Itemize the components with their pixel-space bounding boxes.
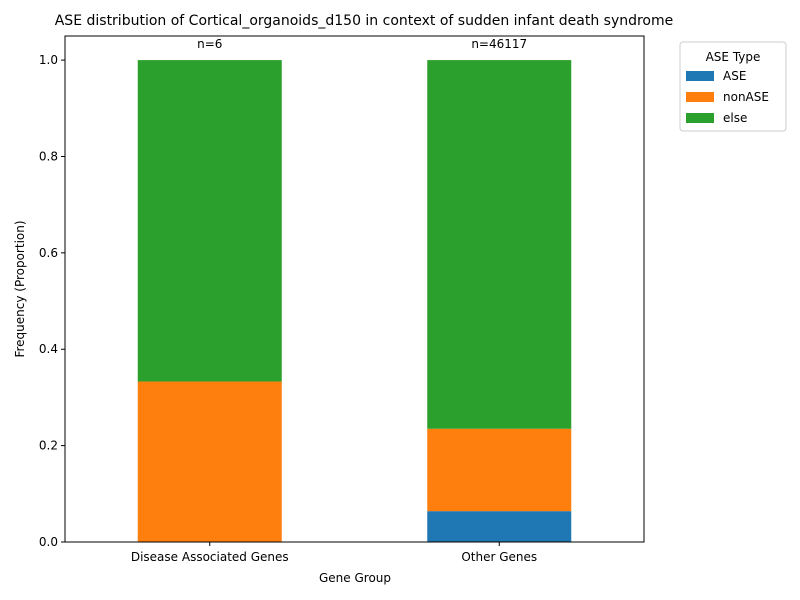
legend-swatch-nonASE xyxy=(686,92,714,102)
y-tick-label: 0.4 xyxy=(39,342,58,356)
legend-items: ASE nonASE else xyxy=(686,69,769,125)
legend-title: ASE Type xyxy=(706,50,761,64)
chart-title: ASE distribution of Cortical_organoids_d… xyxy=(55,13,674,29)
x-axis-label: Gene Group xyxy=(319,571,391,585)
count-annotation: n=46117 xyxy=(471,37,527,51)
legend-label-ASE: ASE xyxy=(723,69,746,83)
count-annotation: n=6 xyxy=(197,37,222,51)
y-tick-label: 0.8 xyxy=(39,149,58,163)
legend-label-nonASE: nonASE xyxy=(723,90,769,104)
x-tick-label: Disease Associated Genes xyxy=(131,550,289,564)
bar-segment-nonASE xyxy=(137,381,282,542)
bar-segment-else xyxy=(427,60,572,429)
bar-segment-nonASE xyxy=(427,428,572,512)
legend-frame xyxy=(679,41,787,132)
y-tick-label: 0.6 xyxy=(39,246,58,260)
y-axis-label: Frequency (Proportion) xyxy=(13,220,27,357)
bar-segment-else xyxy=(137,60,282,382)
plot-frame xyxy=(64,35,645,543)
legend-swatch-else xyxy=(686,113,714,123)
legend-swatch-ASE xyxy=(686,71,714,81)
y-tick-label: 0.2 xyxy=(39,439,58,453)
legend-label-else: else xyxy=(723,111,747,125)
bar-segment-ASE xyxy=(427,511,572,542)
y-tick-label: 0.0 xyxy=(39,535,58,549)
x-tick-label: Other Genes xyxy=(461,550,537,564)
legend: ASE Type ASE nonASE else xyxy=(679,41,787,132)
plot-area: 0.0 0.2 0.4 0.6 0.8 1.0 Disease Associated Gen… xyxy=(39,37,572,564)
y-tick-label: 1.0 xyxy=(39,53,58,67)
